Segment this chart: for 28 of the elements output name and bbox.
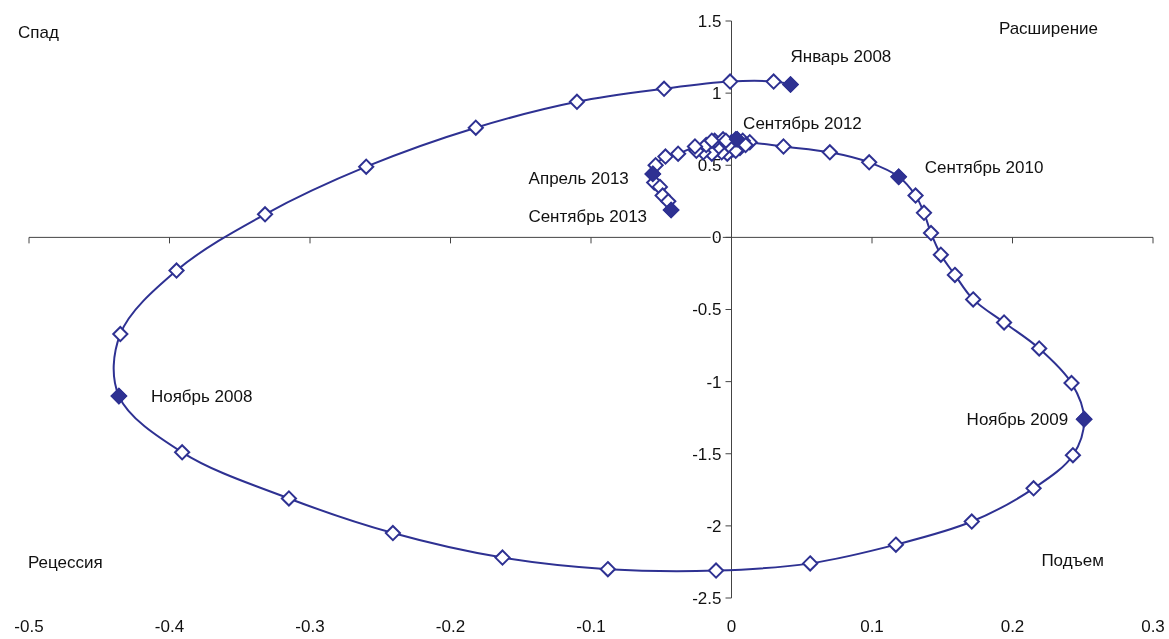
x-tick-label: 0 (726, 617, 737, 636)
x-tick-label: -0.4 (154, 617, 185, 636)
y-tick-label: -1.5 (692, 444, 722, 464)
y-tick-label: -1 (706, 372, 722, 392)
annotation: Расширение (998, 19, 1098, 38)
x-tick-label: 0.1 (860, 617, 884, 636)
annotation: Сентябрь 2013 (528, 206, 648, 226)
y-tick-label: 1.5 (697, 11, 722, 31)
annotation: Подъем (1041, 551, 1104, 570)
x-tick-label: 0.3 (1141, 617, 1165, 636)
y-tick-label: 0.5 (697, 156, 722, 176)
annotation: Январь 2008 (790, 47, 892, 67)
y-tick-label: -2.5 (692, 588, 722, 608)
annotation: Рецессия (28, 553, 103, 572)
annotation: Апрель 2013 (528, 168, 629, 188)
y-tick-label: -2 (706, 516, 722, 536)
x-tick-label: -0.2 (435, 617, 466, 636)
annotation: Ноябрь 2008 (150, 387, 253, 407)
x-tick-label: -0.5 (14, 617, 44, 636)
x-tick-label: 0.2 (1000, 617, 1025, 636)
annotation: Сентябрь 2012 (743, 114, 862, 134)
annotation: Ноябрь 2009 (966, 410, 1069, 430)
y-tick-label: 1 (712, 84, 722, 104)
y-tick-label: -0.5 (692, 300, 722, 320)
x-tick-label: -0.3 (295, 617, 325, 636)
annotation: Спад (18, 23, 59, 42)
annotation: Сентябрь 2010 (924, 157, 1044, 177)
x-tick-label: -0.1 (576, 617, 606, 636)
